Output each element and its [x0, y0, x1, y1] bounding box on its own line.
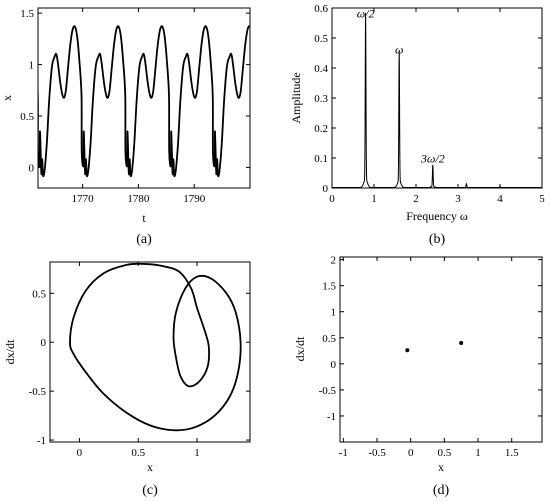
x-tick-label: 5 [539, 193, 545, 205]
plot-frame-c [49, 261, 251, 443]
x-tick-label: 0 [329, 193, 335, 205]
x-tick-label: 0 [77, 447, 83, 459]
x-tick-label: 0.5 [131, 447, 145, 459]
x-tick-label: 2 [413, 193, 419, 205]
axis-ticks-b: 0 1 2 3 4 5 0 0.1 0.2 0.3 0.4 0.5 0.6 [314, 3, 545, 205]
y-tick-label: 0 [41, 337, 47, 349]
plot-frame-d [339, 256, 543, 443]
x-axis-label-d: x [438, 460, 444, 474]
peak-label: ω/2 [357, 7, 375, 21]
x-tick-label: 1790 [183, 193, 206, 205]
y-tick-label: 0.3 [314, 93, 328, 105]
x-tick-label: 4 [497, 193, 503, 205]
axis-ticks-a: 1770 1780 1790 0 0.5 1 1.5 [20, 8, 250, 205]
y-tick-label: 0.5 [322, 333, 336, 345]
x-tick-label: 0.5 [437, 447, 451, 459]
panel-b: 0 1 2 3 4 5 0 0.1 0.2 0.3 0.4 0.5 0.6 ω/2 ω 3ω/2 Frequ… [289, 3, 545, 247]
panel-a: 1770 1780 1790 0 0.5 1 1.5 t x (a) [0, 7, 251, 247]
panel-label-a: (a) [136, 232, 152, 247]
panel-label-b: (b) [429, 232, 446, 247]
y-tick-label: 1 [331, 307, 337, 319]
y-tick-label: 1.5 [20, 8, 34, 20]
time-series-curve [38, 25, 250, 178]
x-axis-label-c: x [147, 460, 153, 474]
y-tick-label: 0.5 [314, 33, 328, 45]
y-tick-label: 0 [331, 359, 337, 371]
y-tick-label: 0.5 [20, 111, 34, 123]
x-tick-label: 1 [371, 193, 377, 205]
panel-label-d: (d) [433, 483, 450, 498]
x-axis-label-a: t [142, 211, 146, 225]
y-tick-label: -1 [37, 435, 46, 447]
x-tick-label: 0 [408, 447, 414, 459]
x-tick-label: 1 [475, 447, 481, 459]
y-tick-label: -0.5 [29, 386, 47, 398]
x-tick-label: -1 [339, 447, 348, 459]
peak-label: ω [395, 43, 403, 57]
y-tick-label: 0.1 [314, 153, 328, 165]
y-axis-label-b: Amplitude [289, 72, 303, 123]
panel-d: -1 -0.5 0 0.5 1 1.5 -1 -0.5 0 0.5 1 1.5 2 x dx/dt (d… [293, 255, 543, 498]
y-tick-label: 0 [29, 162, 35, 174]
y-tick-label: 0.6 [314, 3, 328, 15]
y-axis-label-c: dx/dt [3, 339, 17, 364]
phase-portrait-curve [69, 262, 242, 432]
peak-labels: ω/2 ω 3ω/2 [357, 7, 445, 166]
x-tick-label: 1770 [72, 193, 95, 205]
y-tick-label: 0 [323, 183, 329, 195]
y-tick-label: -1 [327, 411, 336, 423]
y-tick-label: 1 [29, 60, 35, 72]
y-tick-label: 1.5 [322, 281, 336, 293]
axis-ticks-c: 0 0.5 1 -1 -0.5 0 0.5 [29, 262, 250, 459]
peak-label: 3ω/2 [420, 151, 445, 165]
y-tick-label: 2 [331, 255, 337, 267]
y-tick-label: 0.2 [314, 123, 328, 135]
x-tick-label: 1.5 [505, 447, 519, 459]
x-axis-label-b: Frequency ω [406, 209, 468, 223]
x-tick-label: 1780 [127, 193, 150, 205]
x-tick-label: 3 [455, 193, 461, 205]
panel-label-c: (c) [142, 483, 158, 498]
y-axis-label-a: x [0, 95, 14, 101]
x-tick-label: 1 [194, 447, 200, 459]
poincare-points [405, 340, 464, 353]
y-axis-label-d: dx/dt [293, 336, 307, 361]
poincare-point [405, 348, 410, 353]
y-tick-label: 0.4 [314, 63, 328, 75]
panel-c: 0 0.5 1 -1 -0.5 0 0.5 x dx/dt (c) [3, 261, 251, 498]
y-tick-label: 0.5 [32, 288, 46, 300]
x-tick-label: -0.5 [368, 447, 386, 459]
axis-ticks-d: -1 -0.5 0 0.5 1 1.5 -1 -0.5 0 0.5 1 1.5 2 [319, 255, 542, 459]
poincare-point [459, 340, 464, 345]
y-tick-label: -0.5 [319, 385, 337, 397]
amplitude-spectrum [332, 12, 542, 189]
